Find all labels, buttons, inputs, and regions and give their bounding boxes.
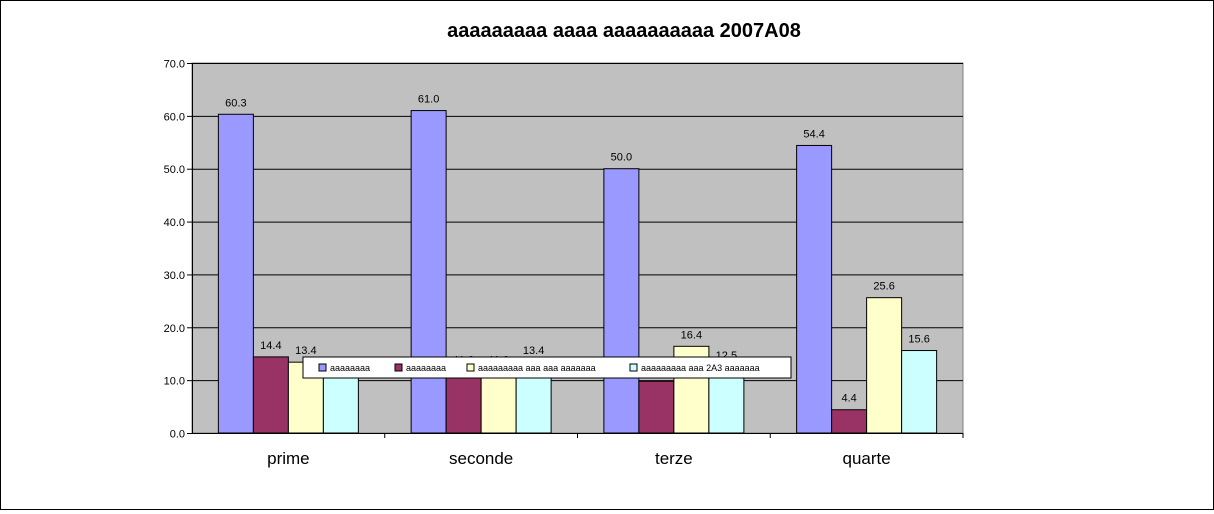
bar: [410, 110, 447, 434]
category-label: prime: [267, 449, 310, 468]
data-label: 14.4: [260, 340, 281, 352]
legend-label: aaaaaaaa: [406, 363, 446, 373]
legend-label: aaaaaaaaa aaa aaa aaaaaaa: [478, 363, 596, 373]
y-tick-label: 70.0: [164, 59, 185, 71]
bar: [796, 144, 833, 434]
category-label: seconde: [449, 449, 513, 468]
bar: [901, 350, 938, 434]
bar: [603, 168, 640, 434]
y-tick-label: 60.0: [164, 111, 185, 123]
bar: [638, 380, 675, 434]
data-label: 4.4: [841, 393, 856, 405]
data-label: 15.6: [908, 334, 929, 346]
data-label: 13.4: [295, 345, 316, 357]
data-label: 50.0: [611, 152, 632, 164]
category-label: terze: [655, 449, 693, 468]
y-tick-label: 10.0: [164, 376, 185, 388]
bar: [831, 409, 868, 434]
bar: [480, 371, 517, 434]
legend-swatch: [466, 363, 475, 372]
bar: [445, 371, 482, 434]
y-tick-label: 50.0: [164, 164, 185, 176]
data-label: 25.6: [873, 281, 894, 293]
bar: [252, 356, 289, 434]
legend-box: [302, 356, 792, 379]
legend-label: aaaaaaaaa aaa 2A3 aaaaaaa: [641, 363, 760, 373]
data-label: 16.4: [681, 329, 702, 341]
y-tick-label: 40.0: [164, 217, 185, 229]
data-label: 61.0: [418, 94, 439, 106]
data-label: 13.4: [523, 345, 544, 357]
data-label: 60.3: [225, 97, 246, 109]
legend-swatch: [394, 363, 403, 372]
data-label: 54.4: [803, 128, 824, 140]
legend-label: aaaaaaaa: [330, 363, 370, 373]
legend-swatch: [318, 363, 327, 372]
chart-title: aaaaaaaaa aaaa aaaaaaaaaa 2007A08: [447, 20, 801, 42]
y-tick-label: 20.0: [164, 323, 185, 335]
bar: [322, 374, 359, 434]
y-tick-label: 30.0: [164, 270, 185, 282]
bar: [217, 113, 254, 434]
legend-swatch: [629, 363, 638, 372]
legend: aaaaaaaa aaaaaaaa aaaaaaaaa aaa aaa aaaaaa…: [302, 356, 792, 379]
bar: [866, 297, 903, 434]
category-label: quarte: [843, 449, 891, 468]
plot-area: 0.0 10.0 20.0 30.0 40.0 50.0 60.0 70.0 prime 60.3…: [164, 59, 964, 468]
y-tick-label: 0.0: [170, 429, 185, 441]
